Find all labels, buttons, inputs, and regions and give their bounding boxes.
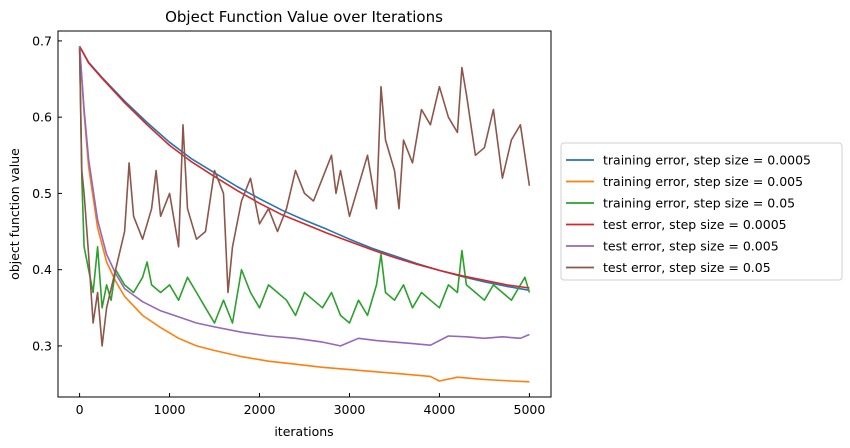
series-lines	[78, 45, 531, 383]
legend-frame	[560, 142, 843, 281]
y-tick-label: 0.4	[32, 262, 52, 277]
series-line-3	[78, 46, 531, 324]
series-line-6	[78, 48, 531, 347]
legend-label-5: test error, step size = 0.005	[603, 239, 779, 254]
y-tick-label: 0.3	[32, 338, 52, 353]
x-axis: 0 1000 2000 3000 4000 5000	[76, 393, 546, 417]
series-line-5	[78, 46, 530, 347]
y-axis-label: object function value	[7, 148, 22, 280]
series-line-2	[78, 46, 530, 383]
y-tick-label: 0.5	[32, 186, 52, 201]
plot-frame	[57, 30, 552, 398]
x-tick-label: 4000	[424, 402, 456, 417]
x-tick-label: 5000	[514, 402, 546, 417]
legend-label-4: test error, step size = 0.0005	[603, 217, 787, 232]
y-tick-label: 0.6	[32, 110, 52, 125]
x-tick-label: 1000	[154, 402, 186, 417]
legend-label-2: training error, step size = 0.005	[603, 174, 803, 189]
y-axis: 0.3 0.4 0.5 0.6 0.7	[32, 33, 62, 353]
legend-label-6: test error, step size = 0.05	[603, 260, 771, 275]
legend: training error, step size = 0.0005 traini…	[560, 142, 843, 281]
x-axis-label: iterations	[274, 424, 333, 439]
chart-title: Object Function Value over Iterations	[165, 8, 443, 26]
x-tick-label: 2000	[244, 402, 276, 417]
legend-label-1: training error, step size = 0.0005	[603, 153, 811, 168]
y-tick-label: 0.7	[32, 33, 52, 48]
x-tick-label: 3000	[334, 402, 366, 417]
x-tick-label: 0	[76, 402, 84, 417]
legend-label-3: training error, step size = 0.05	[603, 196, 795, 211]
series-line-4	[78, 45, 530, 289]
